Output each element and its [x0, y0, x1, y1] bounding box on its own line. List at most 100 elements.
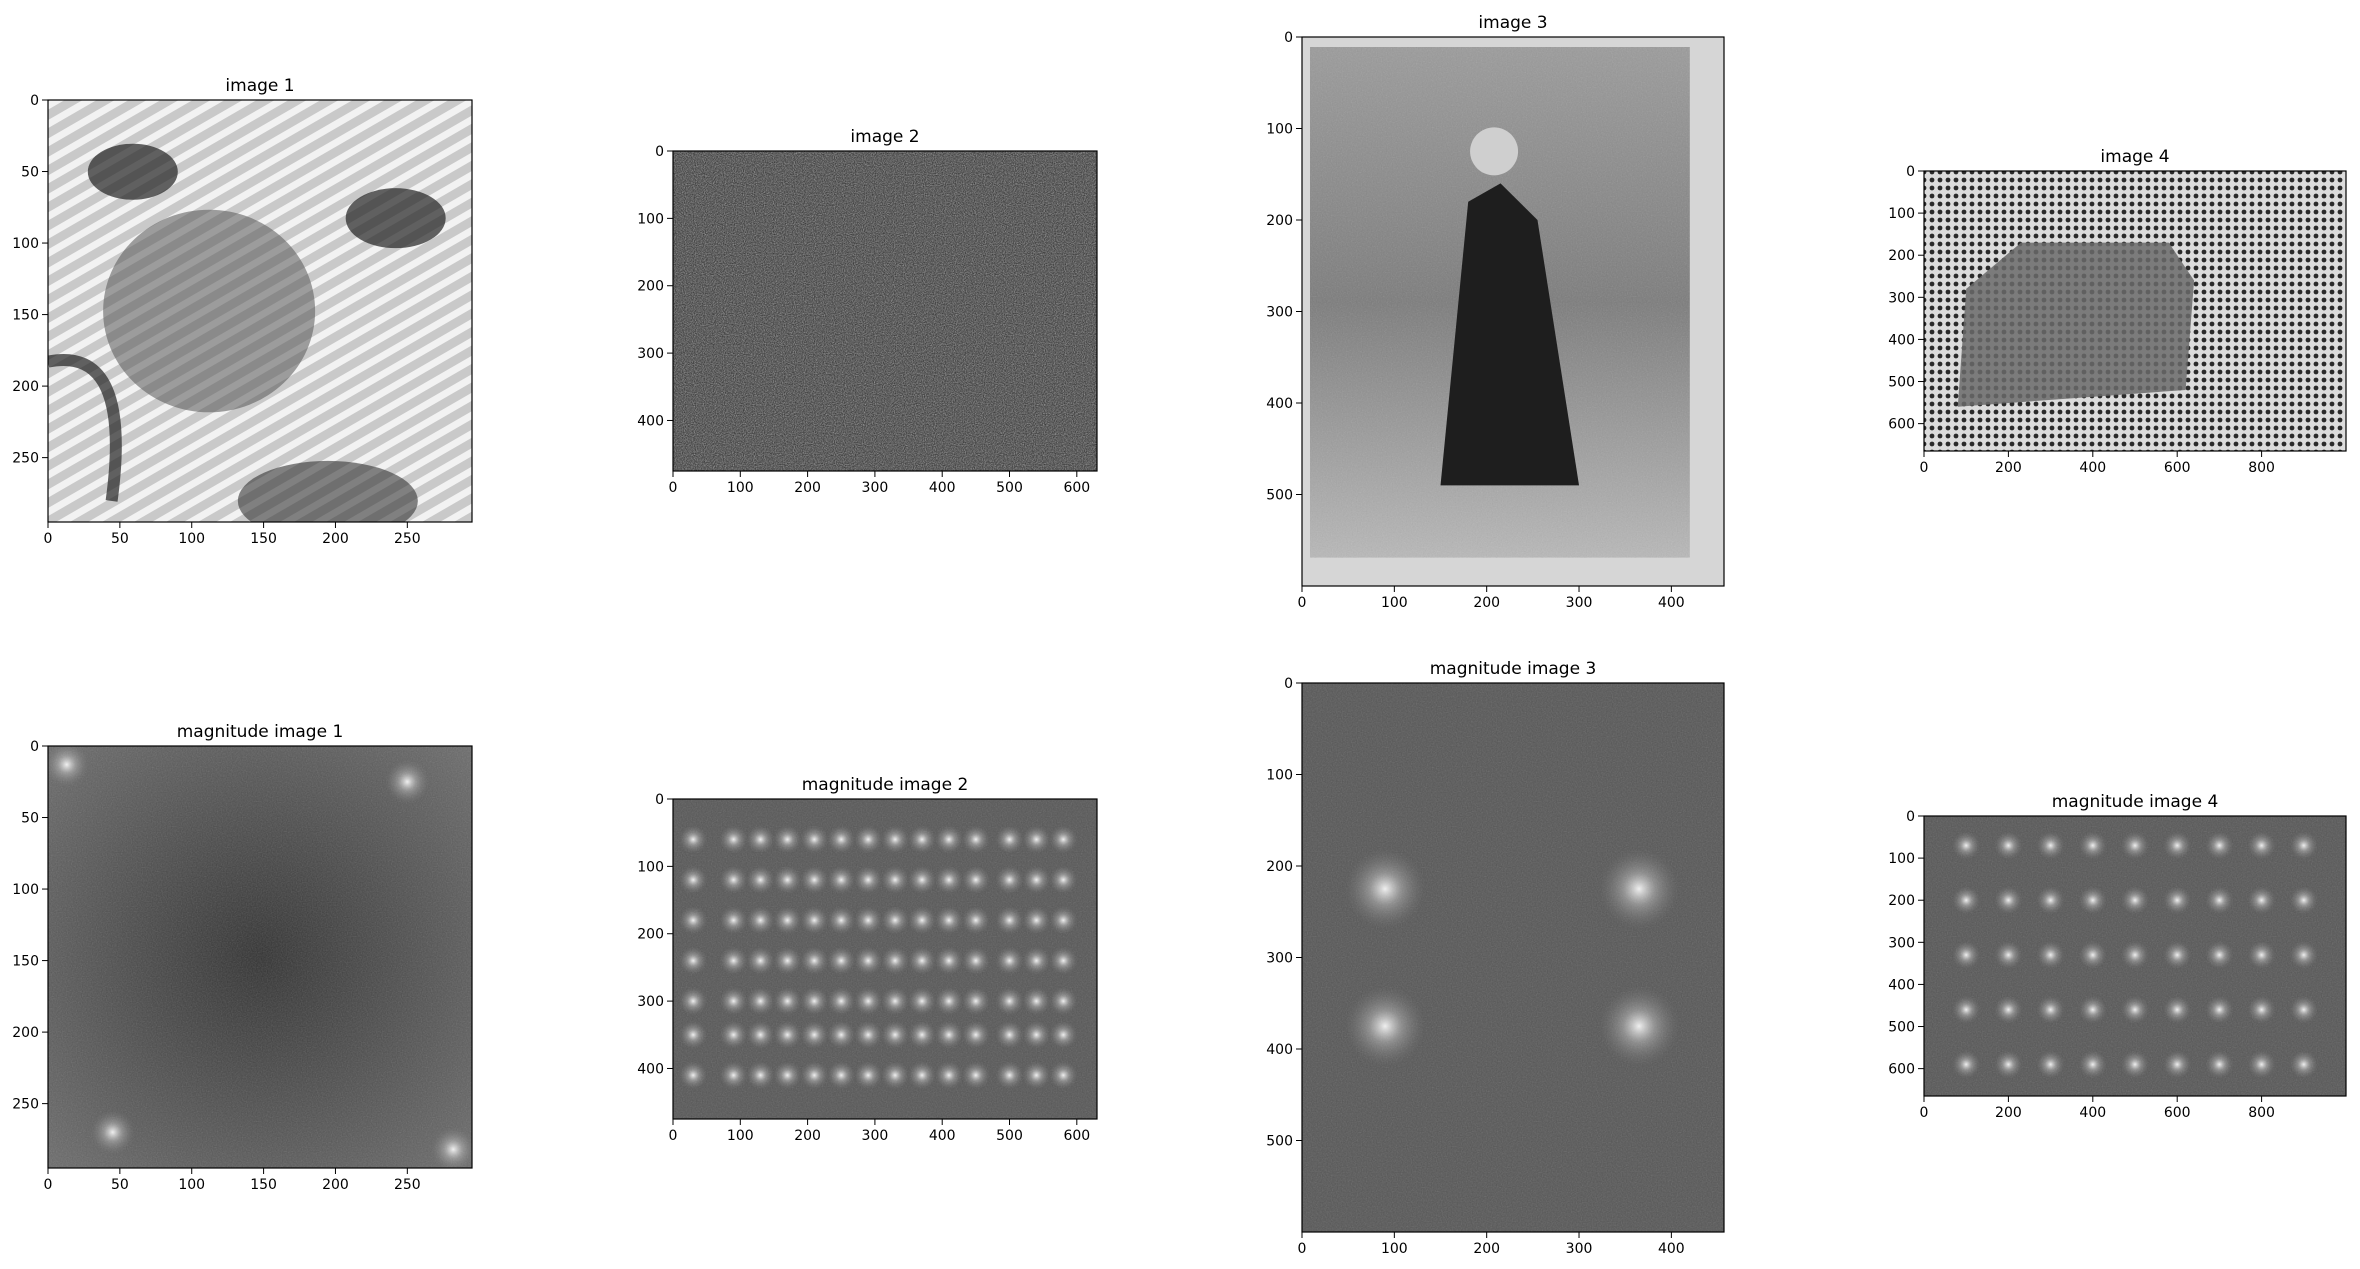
spectrum-peak	[881, 1061, 910, 1090]
y-tick-label: 300	[637, 346, 664, 362]
spectrum-peak	[2205, 995, 2234, 1024]
x-tick-label: 600	[2164, 460, 2191, 476]
spectrum-peak	[773, 906, 802, 935]
spectrum-peak	[854, 825, 883, 854]
x-tick-label: 50	[111, 531, 129, 547]
spectrum-peak	[908, 946, 937, 975]
x-tick-label: 400	[2079, 460, 2106, 476]
y-tick-label: 250	[12, 1097, 39, 1113]
spectrum-peak	[827, 1061, 856, 1090]
spectrum-peak	[2247, 886, 2276, 915]
spectrum-peak	[719, 825, 748, 854]
spectrum-peak	[746, 906, 775, 935]
x-tick-label: 200	[322, 1177, 349, 1193]
x-tick-label: 0	[669, 480, 678, 496]
y-tick-label: 150	[12, 954, 39, 970]
y-tick-label: 200	[12, 1025, 39, 1041]
axes-frame	[672, 798, 1098, 1120]
image-area	[1302, 683, 1724, 1232]
image-area	[1302, 37, 1724, 586]
y-tick-label: 100	[1266, 122, 1293, 138]
spectrum-peak	[1994, 995, 2023, 1024]
spectrum-peak	[719, 865, 748, 894]
y-tick-label: 300	[1888, 290, 1915, 306]
spectrum-peak	[2247, 995, 2276, 1024]
spectrum-peak	[961, 865, 990, 894]
panel-title: magnitude image 1	[177, 722, 344, 742]
y-tick-label: 200	[637, 279, 664, 295]
spectrum-peak	[1345, 986, 1426, 1067]
y-tick-label: 400	[1888, 332, 1915, 348]
spectrum-peak	[1952, 940, 1981, 969]
y-tick-label: 500	[1888, 375, 1915, 391]
spectrum-peak	[2036, 995, 2065, 1024]
spectrum-peak	[2163, 886, 2192, 915]
spectrum-peak	[1022, 987, 1051, 1016]
spectrum-peak	[1049, 1020, 1078, 1049]
panel-5: magnitude image 1 0 50 100 150 200 250 0 50 100 15…	[12, 722, 473, 1193]
spectrum-peak	[2247, 1050, 2276, 1079]
spectrum-peak	[854, 1061, 883, 1090]
spectrum-peak	[827, 987, 856, 1016]
spectrum-peak	[2205, 831, 2234, 860]
spectrum-peak	[827, 825, 856, 854]
spectrum-peak	[719, 946, 748, 975]
spectrum-peak	[800, 946, 829, 975]
spectrum-peak	[773, 987, 802, 1016]
y-tick-label: 500	[1266, 1134, 1293, 1150]
y-tick-label: 0	[655, 144, 664, 160]
spectrum-peak	[827, 946, 856, 975]
spectrum-peak	[995, 1020, 1024, 1049]
y-tick-label: 100	[637, 859, 664, 875]
y-tick-label: 600	[1888, 1062, 1915, 1078]
spectrum-peak	[1599, 986, 1680, 1067]
spectrum-peak	[2121, 940, 2149, 969]
spectrum-peak	[881, 1020, 910, 1049]
image-area	[48, 100, 472, 522]
spectrum-peak	[961, 1061, 990, 1090]
spectrum-peak	[679, 906, 708, 935]
spectrum-peak	[1022, 906, 1051, 935]
spectrum-peak	[827, 1020, 856, 1049]
spectrum-peak	[881, 865, 910, 894]
y-tick-label: 0	[1906, 809, 1915, 825]
spectrum-peak	[908, 1020, 937, 1049]
spectrum-peak	[2247, 940, 2276, 969]
spectrum-peak	[2036, 940, 2065, 969]
panel-title: image 3	[1478, 13, 1547, 33]
spectrum-peak	[2121, 886, 2149, 915]
spectrum-peak	[995, 987, 1024, 1016]
x-tick-label: 500	[996, 480, 1023, 496]
spectrum-peak	[2078, 1050, 2107, 1079]
y-tick-label: 100	[1888, 206, 1915, 222]
x-tick-label: 200	[322, 531, 349, 547]
x-tick-label: 0	[1298, 1241, 1307, 1257]
x-tick-label: 200	[1473, 1241, 1500, 1257]
spectrum-peak	[1994, 831, 2023, 860]
x-tick-label: 50	[111, 1177, 129, 1193]
x-tick-label: 250	[394, 1177, 421, 1193]
spectrum-peak	[800, 987, 829, 1016]
spectrum-peak	[2078, 940, 2107, 969]
spectrum-peak	[719, 906, 748, 935]
spectrum-peak	[2078, 831, 2107, 860]
panel-6: magnitude image 2 0 100 200 300 400 500 600 0 100…	[637, 775, 1098, 1144]
spectrum-peak	[908, 865, 937, 894]
spectrum-peak	[881, 825, 910, 854]
x-tick-label: 0	[44, 1177, 53, 1193]
image-area	[673, 151, 1097, 471]
spectrum-peak	[827, 865, 856, 894]
spectrum-peak	[908, 906, 937, 935]
y-tick-label: 600	[1888, 417, 1915, 433]
panel-title: magnitude image 4	[2052, 792, 2219, 812]
spectrum-peak	[908, 825, 937, 854]
spectrum-peak	[2163, 831, 2192, 860]
spectrum-peak	[961, 987, 990, 1016]
spectrum-peak	[854, 865, 883, 894]
x-tick-label: 0	[1298, 595, 1307, 611]
spectrum-peak	[1994, 886, 2023, 915]
spectrum-peak	[2163, 940, 2192, 969]
spectrum-peak	[908, 1061, 937, 1090]
y-tick-label: 0	[1284, 676, 1293, 692]
spectrum-peak	[2289, 995, 2318, 1024]
